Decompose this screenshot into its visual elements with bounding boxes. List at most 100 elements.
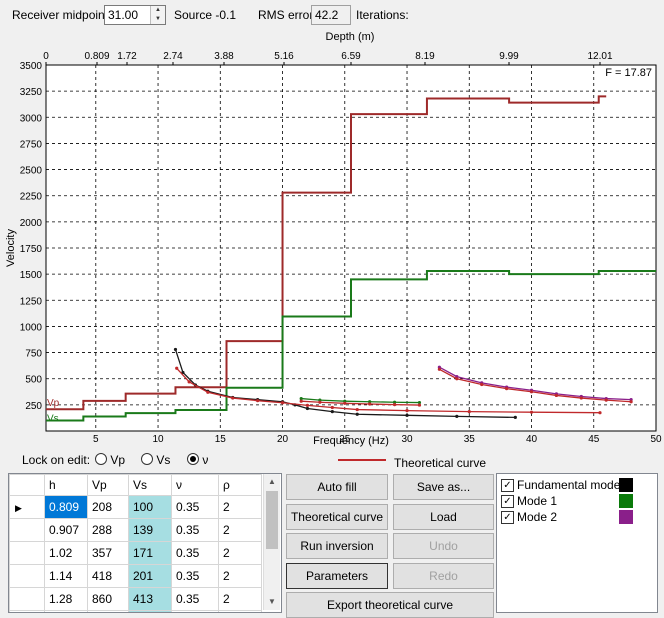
row-header[interactable] (9, 541, 45, 565)
data-point[interactable] (231, 396, 235, 400)
table-cell[interactable]: 139 (128, 518, 172, 542)
data-point[interactable] (305, 403, 310, 407)
auto-fill-button[interactable]: Auto fill (286, 474, 388, 500)
export-theoretical-curve-button[interactable]: Export theoretical curve (286, 592, 494, 618)
data-point[interactable] (405, 413, 409, 417)
save-as-button[interactable]: Save as... (393, 474, 494, 500)
data-point[interactable] (513, 415, 517, 420)
table-cell[interactable]: 2 (218, 587, 262, 611)
data-point[interactable] (299, 399, 303, 403)
table-cell[interactable]: 2 (218, 564, 262, 588)
data-point[interactable] (280, 401, 285, 405)
data-point[interactable] (355, 407, 359, 412)
column-header-vp[interactable]: Vp (87, 474, 129, 496)
column-header-h[interactable]: h (44, 474, 88, 496)
data-point[interactable] (480, 382, 484, 387)
checkbox-mode-2[interactable]: ✓ (501, 511, 514, 524)
parameters-button[interactable]: Parameters (286, 563, 388, 589)
table-row[interactable]: 1.28 860 413 0.35 2 (9, 587, 262, 611)
radio-vs[interactable] (141, 453, 153, 465)
lock-option-nu[interactable]: ν (187, 453, 208, 467)
column-header-rho[interactable]: ρ (218, 474, 262, 496)
table-cell[interactable]: 1095 (128, 610, 172, 612)
table-cell[interactable]: 2 (218, 518, 262, 542)
data-point[interactable] (343, 401, 347, 405)
radio-vp[interactable] (95, 453, 107, 465)
data-point[interactable] (529, 390, 534, 394)
series-mode-1[interactable] (301, 397, 420, 404)
checkbox-mode-1[interactable]: ✓ (501, 495, 514, 508)
scroll-down-icon[interactable]: ▼ (268, 597, 276, 606)
data-point[interactable] (305, 406, 310, 411)
data-point[interactable] (299, 396, 303, 401)
data-point[interactable] (175, 366, 179, 370)
color-swatch-fundamental[interactable] (619, 478, 633, 492)
data-point[interactable] (467, 410, 471, 414)
table-cell[interactable]: 0.907 (44, 518, 88, 542)
radio-nu[interactable] (187, 453, 199, 465)
table-cell[interactable]: 201 (128, 564, 172, 588)
table-cell[interactable]: 2 (218, 610, 262, 612)
table-cell[interactable]: 208 (87, 495, 129, 519)
table-cell[interactable]: 0.35 (171, 495, 219, 519)
data-point[interactable] (318, 400, 322, 404)
lock-option-vs[interactable]: Vs (141, 453, 170, 467)
table-cell[interactable]: 418 (87, 564, 129, 588)
receiver-midpoint-input[interactable]: 31.00 ▲ ▼ (104, 5, 166, 25)
data-point[interactable] (598, 411, 602, 415)
data-point[interactable] (173, 347, 178, 352)
table-cell[interactable]: 1.02 (44, 541, 88, 565)
table-cell[interactable]: 0.35 (171, 541, 219, 565)
load-button[interactable]: Load (393, 504, 494, 530)
row-header[interactable] (9, 610, 45, 612)
table-cell[interactable]: 1.14 (44, 564, 88, 588)
column-header-nu[interactable]: ν (171, 474, 219, 496)
data-point[interactable] (187, 380, 191, 384)
run-inversion-button[interactable]: Run inversion (286, 533, 388, 559)
table-cell[interactable]: 100 (128, 495, 172, 519)
color-swatch-mode-1[interactable] (619, 494, 633, 508)
data-point[interactable] (368, 402, 372, 406)
data-point[interactable] (256, 399, 260, 403)
table-cell[interactable]: 0.809 (44, 495, 88, 519)
table-cell[interactable]: 2 (218, 495, 262, 519)
scroll-thumb[interactable] (266, 491, 278, 549)
row-header[interactable] (9, 587, 45, 611)
color-swatch-mode-2[interactable] (619, 510, 633, 524)
table-cell[interactable]: 0.35 (171, 518, 219, 542)
table-cell[interactable]: 0.35 (171, 610, 219, 612)
modes-list[interactable]: ✓ Fundamental mode ✓ Mode 1 ✓ Mode 2 (496, 473, 658, 613)
data-point[interactable] (437, 367, 441, 371)
data-point[interactable] (330, 410, 334, 414)
table-scrollbar[interactable]: ▲ ▼ (263, 474, 280, 610)
table-cell[interactable]: 413 (128, 587, 172, 611)
data-point[interactable] (629, 400, 633, 404)
table-cell[interactable]: 0.35 (171, 564, 219, 588)
column-header-vs[interactable]: Vs (128, 474, 172, 496)
table-cell[interactable]: 357 (87, 541, 129, 565)
dispersion-chart[interactable]: 2505007501000125015001750200022502500275… (0, 28, 664, 468)
table-row[interactable]: 1.02 357 171 0.35 2 (9, 541, 262, 565)
data-point[interactable] (604, 398, 608, 402)
undo-button[interactable]: Undo (393, 533, 494, 559)
data-point[interactable] (505, 387, 509, 391)
table-cell[interactable]: 171 (128, 541, 172, 565)
data-point[interactable] (392, 400, 397, 404)
data-point[interactable] (455, 414, 459, 418)
table-row[interactable]: 1.43227910950.352 (9, 610, 262, 612)
series-vs[interactable] (46, 270, 656, 422)
table-cell[interactable]: 288 (87, 518, 129, 542)
data-point[interactable] (417, 400, 422, 405)
table-cell[interactable]: 860 (87, 587, 129, 611)
data-point[interactable] (355, 412, 359, 416)
row-header[interactable] (9, 518, 45, 542)
table-row[interactable]: ▶ 0.809 208 100 0.35 2 (9, 495, 262, 519)
lock-option-vp[interactable]: Vp (95, 453, 125, 467)
table-cell[interactable]: 1.43 (44, 610, 88, 612)
theoretical-curve-button[interactable]: Theoretical curve (286, 504, 388, 530)
data-point[interactable] (330, 405, 334, 410)
series-theoretical-mode-1[interactable] (301, 400, 420, 406)
table-cell[interactable]: 0.35 (171, 587, 219, 611)
spin-arrows[interactable]: ▲ ▼ (150, 6, 165, 24)
table-cell[interactable]: 1.28 (44, 587, 88, 611)
